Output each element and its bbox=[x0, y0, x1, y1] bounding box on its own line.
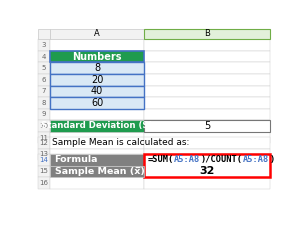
Bar bbox=[50, 177, 145, 189]
Bar bbox=[145, 109, 270, 120]
Text: 16: 16 bbox=[39, 180, 48, 186]
Bar bbox=[145, 97, 270, 109]
Bar bbox=[38, 85, 50, 97]
Text: 32: 32 bbox=[200, 166, 215, 176]
Text: 4: 4 bbox=[41, 54, 46, 60]
Bar bbox=[145, 137, 270, 149]
Text: 14: 14 bbox=[39, 157, 48, 163]
Text: 60: 60 bbox=[91, 98, 103, 108]
Bar bbox=[50, 97, 145, 109]
Bar bbox=[50, 85, 145, 97]
Bar bbox=[145, 132, 270, 143]
Bar bbox=[38, 166, 50, 177]
Text: 9: 9 bbox=[41, 111, 46, 117]
Text: =SUM(: =SUM( bbox=[148, 155, 174, 164]
Text: 15: 15 bbox=[39, 169, 48, 174]
Bar bbox=[38, 154, 50, 166]
Bar bbox=[145, 177, 270, 189]
Bar bbox=[38, 177, 50, 189]
Text: 8: 8 bbox=[41, 100, 46, 106]
Bar bbox=[38, 39, 50, 51]
Bar bbox=[50, 62, 145, 74]
Text: 5: 5 bbox=[204, 121, 210, 131]
Bar bbox=[50, 39, 145, 51]
Bar bbox=[38, 62, 50, 74]
Text: 10: 10 bbox=[39, 123, 48, 129]
Bar bbox=[38, 120, 50, 132]
Bar bbox=[38, 132, 50, 143]
Bar bbox=[145, 166, 270, 177]
Bar bbox=[38, 97, 50, 109]
Bar bbox=[145, 51, 270, 62]
Text: )/COUNT(: )/COUNT( bbox=[200, 155, 242, 164]
Bar bbox=[50, 132, 145, 143]
Bar bbox=[50, 154, 145, 166]
Bar bbox=[50, 149, 145, 160]
Text: 5: 5 bbox=[41, 65, 46, 71]
Text: Formula: Formula bbox=[55, 155, 98, 164]
Text: 13: 13 bbox=[39, 151, 48, 158]
Bar bbox=[50, 154, 145, 166]
Text: 12: 12 bbox=[39, 140, 48, 146]
Text: Numbers: Numbers bbox=[72, 52, 122, 62]
Bar bbox=[145, 62, 270, 74]
Bar bbox=[38, 74, 50, 85]
Bar bbox=[145, 149, 270, 160]
Bar bbox=[145, 120, 270, 132]
Text: 40: 40 bbox=[91, 86, 103, 96]
Text: ): ) bbox=[269, 155, 274, 164]
Text: 7: 7 bbox=[41, 88, 46, 94]
Bar bbox=[50, 74, 145, 85]
Text: Standard Deviation (S): Standard Deviation (S) bbox=[41, 121, 153, 130]
Bar bbox=[50, 74, 145, 85]
Bar bbox=[50, 166, 145, 177]
Bar bbox=[50, 120, 145, 132]
Text: 6: 6 bbox=[41, 77, 46, 83]
Bar bbox=[50, 85, 145, 97]
Bar bbox=[50, 97, 145, 109]
Text: B: B bbox=[204, 30, 210, 39]
Text: 3: 3 bbox=[41, 42, 46, 48]
Text: 20: 20 bbox=[91, 75, 103, 85]
Text: A5:A8: A5:A8 bbox=[243, 155, 269, 164]
Bar bbox=[145, 154, 270, 166]
Bar bbox=[50, 166, 145, 177]
Bar bbox=[38, 51, 50, 62]
Bar bbox=[145, 39, 270, 51]
Bar bbox=[50, 62, 145, 74]
Bar bbox=[145, 154, 270, 177]
Bar bbox=[50, 120, 145, 132]
Bar bbox=[50, 109, 145, 120]
Bar bbox=[50, 137, 145, 149]
Text: A5:A8: A5:A8 bbox=[174, 155, 200, 164]
Text: Sample Mean (x̅): Sample Mean (x̅) bbox=[55, 167, 144, 176]
Text: 11: 11 bbox=[39, 134, 48, 140]
Bar bbox=[145, 74, 270, 85]
Bar bbox=[145, 29, 270, 39]
Bar bbox=[38, 109, 50, 120]
Bar bbox=[50, 51, 145, 62]
Bar bbox=[145, 85, 270, 97]
Text: A: A bbox=[94, 30, 100, 39]
Bar bbox=[50, 29, 145, 39]
Bar bbox=[38, 137, 50, 149]
Text: Sample Mean is calculated as:: Sample Mean is calculated as: bbox=[52, 139, 190, 147]
Bar bbox=[38, 29, 50, 39]
Bar bbox=[38, 149, 50, 160]
Bar bbox=[145, 120, 270, 132]
Text: 8: 8 bbox=[94, 63, 100, 73]
Bar bbox=[50, 51, 145, 62]
